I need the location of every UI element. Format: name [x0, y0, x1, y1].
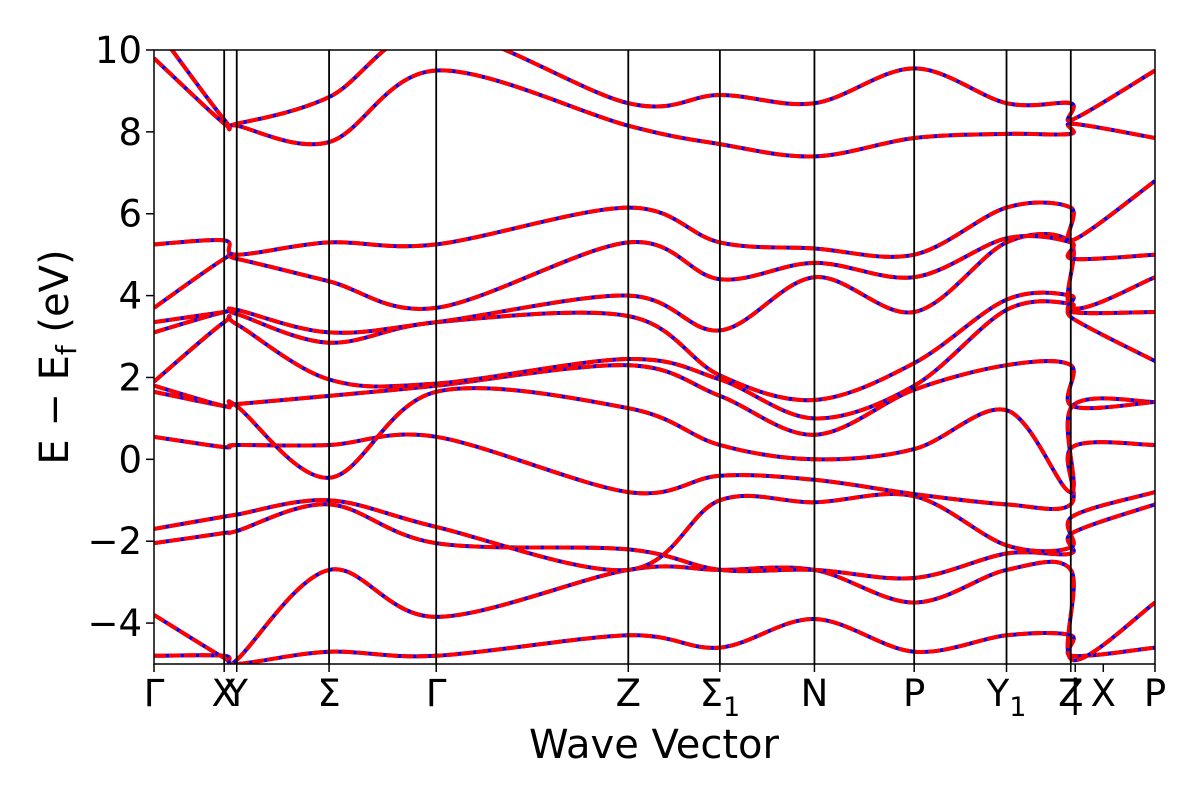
k-point-lines: [223, 50, 1072, 664]
y-axis-label-unit: (eV): [32, 249, 78, 345]
x-tick-label: P: [903, 672, 925, 715]
y-tick-label: 2: [118, 356, 142, 399]
band-line-b: [154, 359, 1155, 437]
y-axis-label: E − Ef (eV): [32, 249, 83, 464]
band-line-b: [154, 232, 1155, 335]
x-tick-label: X: [1091, 672, 1116, 715]
x-tick-label-main: Z: [1058, 672, 1083, 715]
y-axis-ticks: −4 −2 0 2 4 6 8 10: [87, 29, 154, 645]
band-line-a: [154, 559, 1155, 664]
band-line-a: [169, 50, 1155, 132]
x-tick-label-main: Σ: [700, 672, 723, 715]
x-tick-label: P: [1144, 672, 1166, 715]
band-line-b: [154, 56, 1155, 159]
x-tick-label: Γ: [144, 672, 165, 715]
y-tick-label: 0: [118, 438, 142, 481]
x-tick-label: Z: [616, 672, 641, 715]
x-tick-label: X: [212, 672, 237, 715]
x-tick-label-sub: 1: [1009, 692, 1026, 723]
band-line-b: [154, 502, 1155, 581]
y-tick-label: 4: [118, 275, 142, 318]
x-tick-label-main: Γ: [426, 672, 447, 715]
x-tick-label: N: [801, 672, 829, 715]
x-tick-label-main: X: [1091, 672, 1116, 715]
x-tick-label: Σ: [317, 672, 340, 715]
x-tick-label-main: Y: [986, 672, 1010, 715]
x-tick-label: Y: [224, 672, 248, 715]
x-tick-label-main: Z: [616, 672, 641, 715]
y-tick-label: 6: [118, 193, 142, 236]
x-tick-label-main: N: [801, 672, 829, 715]
band-line-a: [154, 386, 1155, 495]
band-line-b: [154, 490, 1155, 573]
x-tick-label-sub: 1: [723, 692, 740, 723]
band-line-b: [154, 559, 1155, 664]
x-tick-label: Z: [1058, 672, 1083, 715]
bands-layer: [154, 50, 1155, 664]
band-line-b: [169, 50, 1155, 132]
band-line-a: [154, 616, 1155, 664]
x-axis-ticks: Γ XY Σ Γ Z Σ1 N P Y1 Z| X P: [144, 664, 1166, 723]
plot-frame: [153, 49, 1156, 665]
band-line-b: [154, 290, 1155, 403]
y-tick-label: 10: [95, 29, 142, 72]
y-axis-label-sub: f: [50, 344, 83, 355]
x-tick-label: Σ1: [700, 672, 741, 723]
x-axis-label: Wave Vector: [529, 722, 780, 768]
x-tick-label-main: Γ: [144, 672, 165, 715]
band-line-b: [154, 234, 1155, 311]
band-line-b: [154, 616, 1155, 664]
band-line-a: [154, 232, 1155, 335]
y-axis-label-main: E − E: [32, 355, 78, 465]
x-tick-label-main: Σ: [317, 672, 340, 715]
x-tick-label-main: X: [212, 672, 237, 715]
y-tick-label: −2: [87, 520, 142, 563]
x-tick-label: Y1: [986, 672, 1027, 723]
band-line-b: [154, 386, 1155, 495]
y-tick-label: 8: [118, 111, 142, 154]
x-tick-label-main: |: [1069, 672, 1081, 715]
x-tick-label-main: P: [1144, 672, 1166, 715]
band-line-b: [154, 299, 1155, 421]
x-tick-label-main: P: [903, 672, 925, 715]
x-tick-label-main: Y: [224, 672, 248, 715]
y-tick-label: −4: [87, 602, 142, 645]
x-tick-label: |: [1069, 672, 1081, 715]
band-line-b: [154, 432, 1155, 511]
x-tick-label: Γ: [426, 672, 447, 715]
